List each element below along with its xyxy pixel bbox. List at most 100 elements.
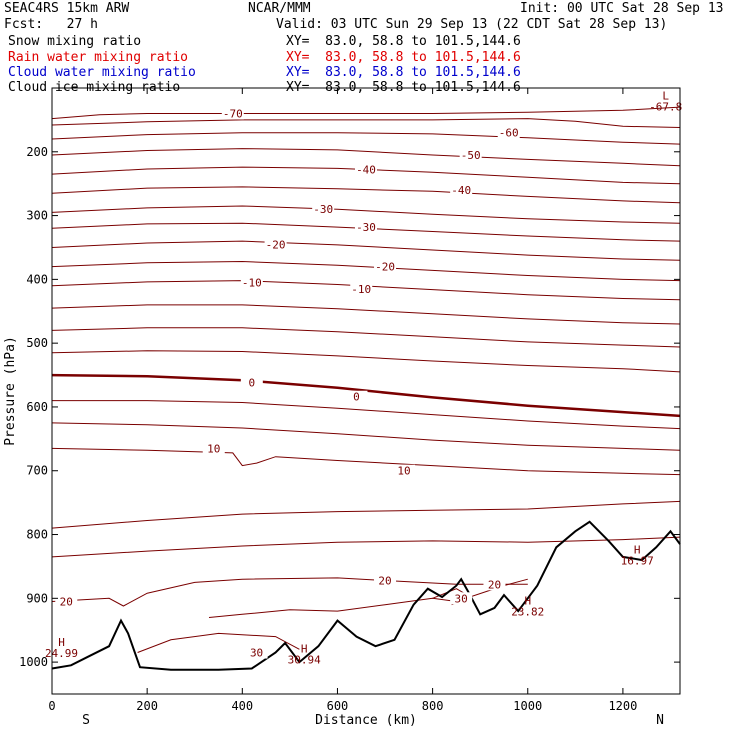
contour-label-1: -60 <box>499 127 519 140</box>
isotherm-line-11 <box>51 304 681 325</box>
contour-label-bg-1 <box>497 126 520 139</box>
north-label: N <box>656 713 664 728</box>
legend-rain-xy: XY= 83.0, 58.8 to 101.5,144.6 <box>286 50 521 65</box>
isotherm-line-9 <box>51 260 681 282</box>
y-tick-label-6: 800 <box>26 528 48 542</box>
contour-label-12: 0 <box>353 391 360 404</box>
contour-label-5: -30 <box>313 203 333 216</box>
y-tick-label-0: 200 <box>26 145 48 159</box>
x-tick-label-2: 400 <box>231 699 253 713</box>
isotherm-line-18 <box>51 500 681 529</box>
contour-label-bg-13 <box>202 442 225 455</box>
isotherm-line-13 <box>51 350 681 373</box>
contour-label-7: -20 <box>266 238 286 251</box>
contour-labels: -70 -60 -50 -40 -40 -30 -30 -20 -20 -10 -10 0 0 10 10 2… <box>45 89 682 666</box>
x-axis-title: Distance (km) <box>315 713 417 728</box>
isotherm-line-22 <box>137 632 300 653</box>
init-time: Init: 00 UTC Sat 28 Sep 13 <box>520 1 724 16</box>
contour-label-2: -50 <box>461 149 481 162</box>
contour-label-bg-18 <box>450 592 473 605</box>
contour-label-bg-3 <box>355 163 377 176</box>
contour-label-bg-2 <box>459 148 482 161</box>
forecast-hour: Fcst: 27 h <box>4 17 98 32</box>
south-label: S <box>82 713 90 728</box>
isotherm-line-4 <box>51 166 681 185</box>
extremum-mark-4: H <box>58 636 65 649</box>
y-tick-label-8: 1000 <box>19 655 48 669</box>
x-tick-label-0: 0 <box>48 699 55 713</box>
x-tick-label-3: 600 <box>327 699 349 713</box>
contour-label-bg-8 <box>374 260 397 273</box>
contour-label-bg-16 <box>483 578 506 591</box>
isotherm-line-14 <box>51 373 681 418</box>
extremum-value-2: 23.82 <box>511 606 544 619</box>
isotherm-line-8 <box>51 240 681 261</box>
contour-label-bg-19 <box>245 646 268 659</box>
contour-label-13: 10 <box>207 442 220 455</box>
y-tick-label-1: 300 <box>26 209 48 223</box>
contour-label-bg-10 <box>350 282 373 295</box>
x-tick-label-4: 800 <box>422 699 444 713</box>
contour-label-bg-12 <box>345 390 368 403</box>
model-title: SEAC4RS 15km ARW <box>4 1 130 16</box>
isotherm-line-20 <box>51 577 528 607</box>
contour-label-15: 20 <box>378 574 391 587</box>
extremum-mark-3: H <box>301 643 308 656</box>
isotherm-line-1 <box>51 118 681 128</box>
terrain-line <box>51 520 681 671</box>
contour-label-bg-14 <box>393 464 416 477</box>
legend-rain-label: Rain water mixing ratio <box>8 50 189 65</box>
contour-label-8: -20 <box>375 261 395 274</box>
contour-label-11: 0 <box>249 377 256 390</box>
isotherm-line-19 <box>51 536 681 558</box>
contour-label-4: -40 <box>451 184 471 197</box>
plot-frame <box>51 87 681 695</box>
contour-label-bg-4 <box>450 184 473 197</box>
contour-label-bg-0 <box>221 107 244 120</box>
y-tick-label-2: 400 <box>26 272 48 286</box>
isotherm-line-16 <box>51 422 681 451</box>
contour-label-bg-11 <box>240 376 263 389</box>
isotherm-line-3 <box>51 148 681 167</box>
contour-label-16: 20 <box>488 578 501 591</box>
terrain-layer <box>51 520 681 671</box>
isotherm-line-6 <box>51 205 681 224</box>
legend-snow-label: Snow mixing ratio <box>8 34 142 49</box>
contour-label-bg-6 <box>355 221 377 234</box>
y-axis-title: Pressure (hPa) <box>3 336 18 446</box>
contour-label-18: 30 <box>455 592 468 605</box>
contour-label-9: -10 <box>242 277 262 290</box>
contour-label-10: -10 <box>351 283 371 296</box>
extremum-mark-0: L <box>662 89 669 102</box>
extremum-mark-1: H <box>634 544 641 557</box>
isotherm-line-2 <box>51 132 681 145</box>
isotherm-line-12 <box>51 327 681 348</box>
contour-label-6: -30 <box>356 221 376 234</box>
y-tick-label-3: 500 <box>26 336 48 350</box>
isotherm-line-15 <box>52 400 681 430</box>
x-tick-label-1: 200 <box>136 699 158 713</box>
isotherm-line-5 <box>51 186 681 204</box>
org-label: NCAR/MMM <box>248 1 311 16</box>
contour-label-17: 20 <box>60 596 73 609</box>
y-tick-label-7: 900 <box>26 591 48 605</box>
legend-cloud-water-xy: XY= 83.0, 58.8 to 101.5,144.6 <box>286 65 521 80</box>
isotherm-line-10 <box>51 280 681 301</box>
extremum-value-3: 30.94 <box>288 654 321 667</box>
y-tick-label-5: 700 <box>26 464 48 478</box>
isotherm-line-17 <box>51 447 681 476</box>
isotherm-line-0 <box>51 106 681 120</box>
contour-label-bg-15 <box>374 574 397 587</box>
contour-label-0: -70 <box>223 108 243 121</box>
contour-label-bg-9 <box>240 276 263 289</box>
x-tick-label-6: 1200 <box>608 699 637 713</box>
legend-cloud-water-label: Cloud water mixing ratio <box>8 65 196 80</box>
contour-label-3: -40 <box>356 164 376 177</box>
isotherm-layer <box>51 106 681 653</box>
contour-label-bg-17 <box>55 595 78 608</box>
extremum-value-0: -67.8 <box>649 100 682 113</box>
contour-label-14: 10 <box>397 465 410 478</box>
contour-label-bg-7 <box>264 238 287 251</box>
x-tick-label-5: 1000 <box>513 699 542 713</box>
